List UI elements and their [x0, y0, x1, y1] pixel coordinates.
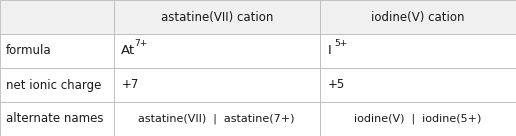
Bar	[0, 102, 114, 136]
Bar	[320, 0, 516, 34]
Text: +7: +7	[121, 78, 139, 92]
Text: 5+: 5+	[334, 39, 348, 48]
Text: iodine(V) cation: iodine(V) cation	[371, 10, 465, 24]
Text: iodine(V)  |  iodine(5+): iodine(V) | iodine(5+)	[354, 114, 481, 124]
Text: At: At	[121, 44, 135, 58]
Bar	[114, 102, 320, 136]
Bar	[114, 34, 320, 68]
Bar	[320, 102, 516, 136]
Text: astatine(VII) cation: astatine(VII) cation	[160, 10, 273, 24]
Bar	[0, 68, 114, 102]
Bar	[320, 34, 516, 68]
Text: +5: +5	[328, 78, 345, 92]
Text: astatine(VII)  |  astatine(7+): astatine(VII) | astatine(7+)	[138, 114, 295, 124]
Text: 7+: 7+	[135, 39, 148, 48]
Text: I: I	[328, 44, 331, 58]
Bar	[0, 34, 114, 68]
Bar	[114, 0, 320, 34]
Text: net ionic charge: net ionic charge	[6, 78, 102, 92]
Bar	[320, 68, 516, 102]
Bar	[114, 68, 320, 102]
Text: formula: formula	[6, 44, 52, 58]
Text: alternate names: alternate names	[6, 112, 104, 126]
Bar	[0, 0, 114, 34]
